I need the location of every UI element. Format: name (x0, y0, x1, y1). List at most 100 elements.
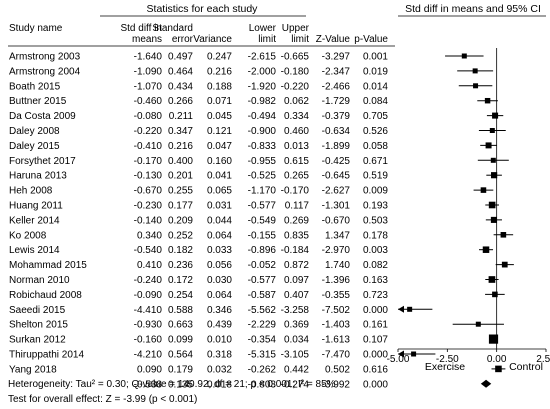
cell-z: -2.970 (322, 245, 351, 256)
cell-z: -2.347 (322, 66, 351, 77)
pooled-z: -3.992 (322, 379, 351, 390)
cell-study: Armstrong 2004 (9, 66, 81, 77)
pooled-upper: -0.274 (281, 379, 310, 390)
study-table: Armstrong 2003 -1.640 0.497 0.247 -2.615 -0.6… (9, 52, 388, 391)
cell-smd: -4.410 (134, 305, 163, 316)
forest-area: -5.00 -2.50 0.00 2.50 (387, 48, 550, 388)
point-estimate (489, 128, 495, 133)
cell-se: 0.179 (168, 364, 193, 375)
x-tick-label: 2.50 (536, 354, 550, 365)
cell-smd: -0.080 (134, 111, 163, 122)
pooled-se: 0.135 (168, 379, 193, 390)
cell-study: Heh 2008 (9, 186, 53, 197)
cell-p: 0.163 (363, 275, 388, 286)
cell-se: 0.254 (168, 290, 193, 301)
cell-z: -7.470 (322, 350, 351, 361)
point-estimate (475, 321, 481, 327)
cell-smd: -0.670 (134, 186, 163, 197)
cell-lower: -0.833 (248, 141, 277, 152)
cell-se: 0.497 (168, 52, 193, 63)
cell-z: -1.403 (322, 320, 351, 331)
cell-p: 0.723 (363, 290, 388, 301)
plot-header: Std diff in means and 95% CI (405, 3, 541, 15)
pooled-smd: -0.538 (134, 379, 163, 390)
point-estimate (480, 187, 487, 193)
cell-upper: 0.334 (284, 111, 309, 122)
cell-upper: 0.407 (284, 290, 309, 301)
cell-smd: -1.070 (134, 81, 163, 92)
cell-z: -7.502 (322, 305, 351, 316)
cell-smd: -0.130 (134, 171, 163, 182)
cell-var: 0.065 (207, 186, 232, 197)
cell-z: 1.740 (325, 260, 350, 271)
cell-smd: 0.090 (137, 364, 162, 375)
cell-z: -0.634 (322, 126, 351, 137)
cell-study: Haruna 2013 (9, 171, 67, 182)
point-estimate (491, 172, 498, 179)
cell-smd: -0.160 (134, 335, 163, 346)
cell-var: 0.216 (207, 66, 232, 77)
cell-smd: -0.240 (134, 275, 163, 286)
cell-smd: -1.640 (134, 52, 163, 63)
cell-study: Forsythet 2017 (9, 156, 76, 167)
cell-p: 0.000 (363, 305, 388, 316)
column-header-lower: limit (258, 34, 276, 45)
cell-z: -0.425 (322, 156, 351, 167)
point-estimate (411, 351, 417, 357)
cell-smd: -0.170 (134, 156, 163, 167)
cell-upper: 0.034 (284, 335, 309, 346)
cell-smd: 0.340 (137, 230, 162, 241)
cell-se: 0.347 (168, 126, 193, 137)
point-estimate (473, 83, 479, 89)
pooled-var: 0.018 (207, 379, 232, 390)
cell-study: Yang 2018 (9, 364, 57, 375)
point-estimate (482, 246, 490, 253)
cell-lower: -0.262 (248, 364, 277, 375)
cell-lower: -0.155 (248, 230, 277, 241)
cell-p: 0.705 (363, 111, 388, 122)
cell-upper: 0.265 (284, 171, 309, 182)
cell-p: 0.003 (363, 245, 388, 256)
cell-se: 0.236 (168, 260, 193, 271)
column-header-upper: limit (291, 34, 309, 45)
cell-p: 0.084 (363, 96, 388, 107)
cell-study: Keller 2014 (9, 215, 60, 226)
cell-se: 0.182 (168, 245, 193, 256)
cell-var: 0.056 (207, 260, 232, 271)
cell-var: 0.041 (207, 171, 232, 182)
cell-study: Thiruppathi 2014 (9, 350, 84, 361)
point-estimate (490, 157, 496, 163)
column-header-lower: Lower (249, 23, 277, 34)
cell-p: 0.519 (363, 171, 388, 182)
cell-p: 0.178 (363, 230, 388, 241)
column-header-upper: Upper (282, 23, 310, 34)
cell-z: -0.379 (322, 111, 351, 122)
cell-se: 0.172 (168, 275, 193, 286)
cell-se: 0.266 (168, 96, 193, 107)
cell-var: 0.188 (207, 81, 232, 92)
point-estimate (488, 201, 496, 209)
column-header-smd: Std diff in (120, 23, 162, 34)
cell-study: Daley 2015 (9, 141, 60, 152)
cell-p: 0.616 (363, 364, 388, 375)
pooled-diamond (480, 379, 492, 388)
cell-lower: -0.896 (248, 245, 277, 256)
cell-upper: -0.220 (281, 81, 310, 92)
cell-lower: -0.525 (248, 171, 277, 182)
cell-smd: -0.230 (134, 201, 163, 212)
x-tick-label: -5.00 (387, 354, 410, 365)
cell-lower: -0.900 (248, 126, 277, 137)
cell-upper: 0.062 (284, 96, 309, 107)
cell-se: 0.211 (169, 111, 194, 122)
cell-study: Armstrong 2003 (9, 52, 81, 63)
cell-var: 0.160 (207, 156, 232, 167)
cell-smd: -0.460 (134, 96, 163, 107)
heterogeneity-note: Heterogeneity: Tau² = 0.30; Q-value = 14… (8, 379, 336, 390)
cell-var: 0.318 (207, 350, 232, 361)
cell-se: 0.177 (168, 201, 193, 212)
cell-var: 0.064 (207, 290, 232, 301)
cell-study: Surkan 2012 (9, 335, 66, 346)
cell-var: 0.071 (207, 96, 232, 107)
point-estimate (484, 97, 491, 104)
column-header-p: p-Value (354, 34, 388, 45)
